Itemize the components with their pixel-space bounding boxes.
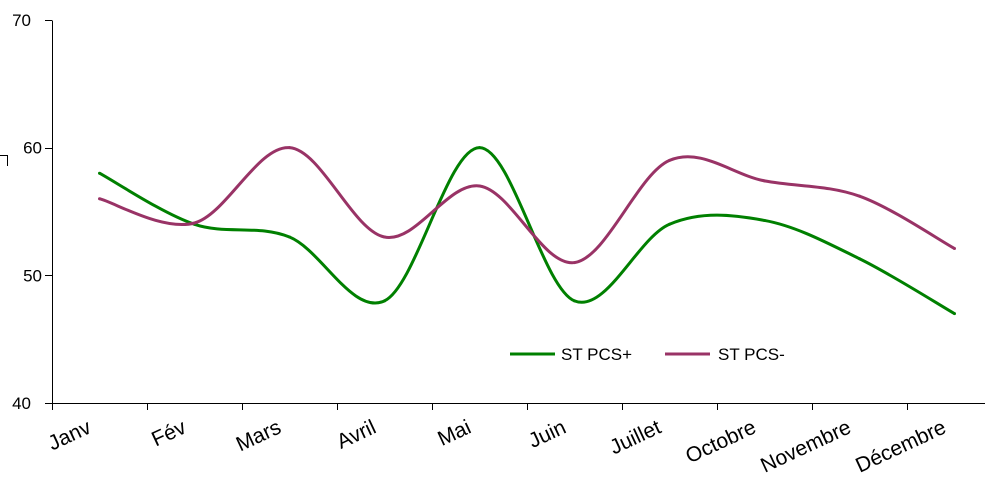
series-line-st-pcs-minus [99,146,956,265]
y-tick-label-40: 40 [12,394,31,413]
x-tick-label-octobre: Octobre [682,416,759,468]
x-tick-label-fev: Fév [148,415,190,451]
x-tick-label-mai: Mai [434,416,474,451]
legend-label-st-pcs-plus: ST PCS+ [561,345,632,364]
y-axis-ticks: 40 50 60 70 [12,11,52,413]
legend-label-st-pcs-minus: ST PCS- [718,345,785,364]
x-tick-label-juin: Juin [525,416,570,453]
x-tick-label-avril: Avril [333,416,379,454]
x-tick-label-juillet: Juillet [606,416,665,460]
x-tick-label-mars: Mars [233,416,285,457]
series-st-pcs-plus [98,146,956,316]
axis-title-fragment [0,155,8,166]
x-tick-label-decembre: Décembre [852,416,950,478]
series-layer [98,146,956,316]
x-axis-ticks: Janv Fév Mars Avril Mai Juin Juillet OctobreNov… [45,403,950,478]
series-line-st-pcs-plus [98,146,956,315]
y-tick-label-60: 60 [23,139,42,158]
plot-area [98,146,956,316]
series-st-pcs-minus [98,146,956,265]
y-tick-label-50: 50 [23,266,42,285]
x-tick-label-janv: Janv [45,415,95,455]
x-tick-label-novembre: Novembre [757,416,855,478]
y-tick-label-70: 70 [12,11,31,30]
legend: ST PCS+ ST PCS- [510,345,785,364]
